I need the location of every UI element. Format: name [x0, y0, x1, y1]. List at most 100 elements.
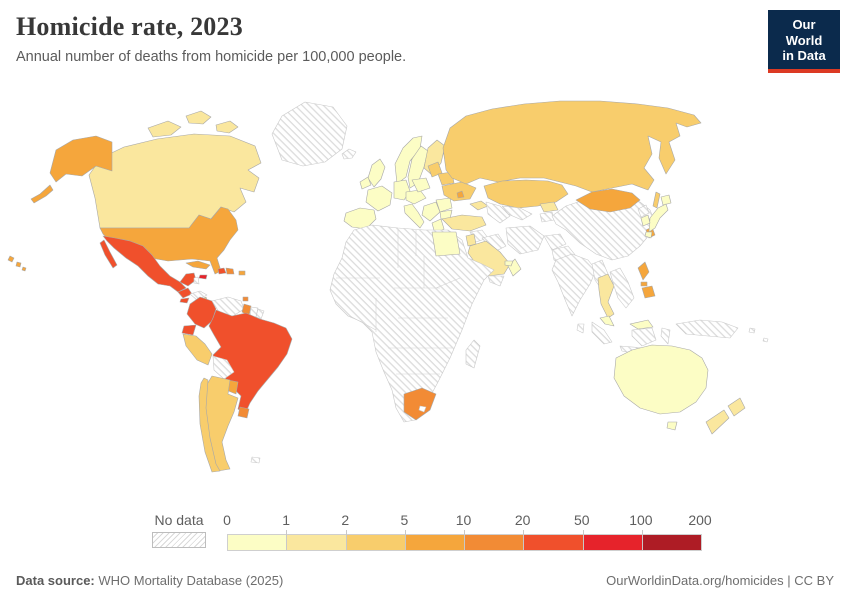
country-russia-sakhalin[interactable] [652, 191, 661, 209]
country-canada[interactable] [88, 133, 262, 229]
country-madagascar[interactable] [465, 339, 481, 369]
country-kyrgyzstan[interactable] [539, 201, 559, 213]
owid-logo-line2: in Data [782, 48, 826, 64]
country-norway[interactable] [394, 135, 423, 185]
country-haiti[interactable] [217, 267, 227, 275]
country-falklands[interactable] [250, 456, 261, 464]
credit-link[interactable]: OurWorldinData.org/homicides | CC BY [606, 573, 834, 588]
legend-tick-label: 5 [400, 512, 409, 528]
country-north-korea[interactable] [637, 204, 650, 218]
legend-tick-label: 50 [573, 512, 590, 528]
region-jordan-israel[interactable] [465, 233, 477, 247]
country-mexico[interactable] [99, 235, 197, 293]
country-usa-alaska[interactable] [30, 135, 113, 204]
country-peru[interactable] [182, 333, 213, 366]
country-france[interactable] [365, 185, 393, 212]
owid-logo-line1: Our World [785, 17, 823, 48]
chart-header: Homicide rate, 2023 Annual number of dea… [16, 12, 750, 65]
region-pacific-islands[interactable] [748, 327, 769, 343]
country-romania[interactable] [435, 197, 453, 213]
legend-no-data: No data [152, 512, 206, 548]
no-data-swatch[interactable] [152, 532, 206, 548]
legend-tick-label: 2 [341, 512, 350, 528]
country-spain[interactable] [343, 207, 377, 230]
world-map [7, 100, 769, 473]
country-turkey[interactable] [441, 214, 487, 232]
country-uae[interactable] [504, 260, 514, 267]
chart-footer: Data source: WHO Mortality Database (202… [16, 573, 834, 588]
country-russia[interactable] [442, 100, 702, 193]
data-source-text: WHO Mortality Database (2025) [94, 573, 284, 588]
region-baltics[interactable] [427, 161, 443, 178]
country-bolivia[interactable] [212, 355, 235, 380]
country-india[interactable] [551, 253, 597, 317]
country-afghanistan[interactable] [543, 233, 567, 251]
legend-bin-10-20[interactable] [464, 530, 524, 550]
country-ireland[interactable] [359, 176, 372, 190]
country-puerto-rico[interactable] [238, 270, 246, 276]
country-dominican-republic[interactable] [225, 267, 235, 275]
owid-logo: Our World in Data [768, 10, 840, 73]
legend-bin-100-200[interactable] [641, 530, 701, 550]
country-kazakhstan[interactable] [483, 179, 569, 209]
country-australia[interactable] [613, 344, 709, 431]
legend-bin-1-2[interactable] [286, 530, 346, 550]
map-legend: No data 0 1 2 5 10 20 50 100 200 [0, 512, 850, 556]
country-philippines[interactable] [637, 261, 656, 299]
country-belize[interactable] [193, 276, 200, 285]
country-malaysia[interactable] [599, 315, 654, 330]
country-canada-islands[interactable] [147, 110, 239, 138]
legend-bin-0-1[interactable] [228, 535, 287, 550]
country-uruguay[interactable] [237, 406, 250, 419]
country-moldova[interactable] [456, 190, 465, 199]
legend-bin-50-100[interactable] [582, 530, 642, 550]
country-thailand[interactable] [597, 273, 615, 319]
country-new-zealand[interactable] [705, 397, 746, 435]
page-title: Homicide rate, 2023 [16, 12, 243, 41]
country-south-korea[interactable] [640, 214, 651, 227]
country-mongolia[interactable] [575, 188, 641, 213]
country-iran[interactable] [505, 225, 545, 255]
chart-subtitle: Annual number of deaths from homicide pe… [16, 49, 407, 65]
country-trinidad[interactable] [242, 296, 249, 302]
region-indochina[interactable] [609, 267, 635, 309]
region-caucasus[interactable] [469, 200, 489, 211]
country-jamaica[interactable] [198, 274, 208, 280]
country-turkmenistan[interactable] [485, 201, 511, 224]
country-greenland[interactable] [271, 101, 348, 167]
legend-bin-2-5[interactable] [345, 530, 405, 550]
data-source-label: Data source: [16, 573, 95, 588]
country-usa-hawaii[interactable] [7, 255, 27, 272]
country-tajikistan[interactable] [539, 211, 555, 223]
world-map-container [0, 78, 850, 514]
country-ecuador[interactable] [181, 324, 197, 336]
legend-tick-label: 10 [455, 512, 472, 528]
no-data-label: No data [154, 512, 204, 528]
country-chile[interactable] [198, 377, 221, 473]
legend-bin-5-10[interactable] [404, 530, 464, 550]
lesotho-enclave [418, 405, 427, 413]
legend-ticks: 0 1 2 5 10 20 50 100 200 [223, 512, 712, 530]
country-south-africa[interactable] [403, 387, 437, 421]
legend-tick-label: 0 [223, 512, 231, 528]
africa-internal-borders [336, 230, 461, 375]
country-cuba[interactable] [185, 260, 211, 270]
legend-color-bar [227, 530, 702, 551]
legend-bin-20-50[interactable] [523, 530, 583, 550]
legend-tick-label: 1 [282, 512, 291, 528]
country-egypt[interactable] [431, 231, 461, 257]
country-japan[interactable] [644, 194, 672, 239]
country-yemen[interactable] [487, 275, 505, 287]
data-source: Data source: WHO Mortality Database (202… [16, 573, 283, 588]
region-central-europe[interactable] [405, 189, 427, 205]
country-iceland[interactable] [341, 148, 357, 160]
country-sri-lanka[interactable] [576, 323, 585, 334]
region-new-guinea[interactable] [675, 319, 739, 339]
country-saudi-arabia[interactable] [467, 240, 511, 277]
country-uk[interactable] [367, 158, 386, 188]
region-balkans[interactable] [421, 201, 441, 222]
country-honduras[interactable] [189, 290, 208, 301]
country-poland[interactable] [411, 177, 431, 193]
country-el-salvador[interactable] [179, 297, 190, 304]
country-italy[interactable] [403, 203, 425, 229]
